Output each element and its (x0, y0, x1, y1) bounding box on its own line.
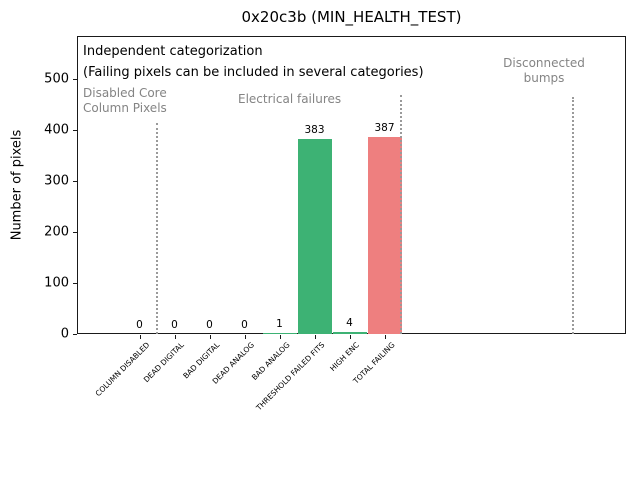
x-tick-mark (279, 335, 281, 339)
x-tick-mark (314, 335, 316, 339)
x-tick-mark (349, 335, 351, 339)
y-tick-mark (73, 130, 77, 131)
bar (367, 137, 402, 334)
x-tick-mark (174, 335, 176, 339)
bar (297, 139, 332, 334)
bar-value-label: 387 (374, 122, 395, 134)
y-tick-mark (73, 334, 77, 335)
bar-value-label: 4 (346, 317, 353, 329)
chart-title: 0x20c3b (MIN_HEALTH_TEST) (241, 8, 462, 26)
y-tick-mark (73, 79, 77, 80)
x-tick-label: COLUMN DISABLED (93, 340, 152, 399)
bar (332, 332, 367, 334)
x-tick-mark (209, 335, 211, 339)
y-tick-label: 500 (44, 71, 69, 87)
bar-value-label: 0 (136, 319, 143, 331)
x-tick-mark (139, 335, 141, 339)
y-tick-label: 0 (60, 326, 69, 342)
electrical-failures-region-label: Electrical failures (238, 92, 342, 106)
bar-value-label: 383 (304, 124, 325, 136)
disabled-core-region-label: Disabled Core Column Pixels (83, 86, 167, 115)
separator-electrical (400, 95, 402, 334)
y-tick-label: 100 (44, 275, 69, 291)
x-tick-label: HIGH ENC (328, 340, 362, 374)
bar-value-label: 1 (276, 318, 283, 330)
y-tick-mark (73, 232, 77, 233)
bar (262, 333, 297, 334)
independent-categorization-note: Independent categorization (83, 44, 263, 59)
plot-area (77, 36, 626, 334)
x-tick-mark (244, 335, 246, 339)
failing-pixels-note: (Failing pixels can be included in sever… (83, 65, 424, 80)
disconnected-bumps-region-label: Disconnected bumps (503, 56, 585, 85)
y-tick-label: 400 (44, 122, 69, 138)
y-tick-label: 200 (44, 224, 69, 240)
bar-value-label: 0 (206, 319, 213, 331)
x-tick-label: THRESHOLD FAILED FITS (254, 340, 327, 413)
y-axis-label: Number of pixels (9, 129, 25, 241)
bar-value-label: 0 (171, 319, 178, 331)
y-tick-label: 300 (44, 173, 69, 189)
separator-disconnected (572, 97, 574, 334)
y-tick-mark (73, 181, 77, 182)
bar-value-label: 0 (241, 319, 248, 331)
y-tick-mark (73, 283, 77, 284)
separator-disabled-core (156, 123, 158, 334)
x-tick-mark (384, 335, 386, 339)
